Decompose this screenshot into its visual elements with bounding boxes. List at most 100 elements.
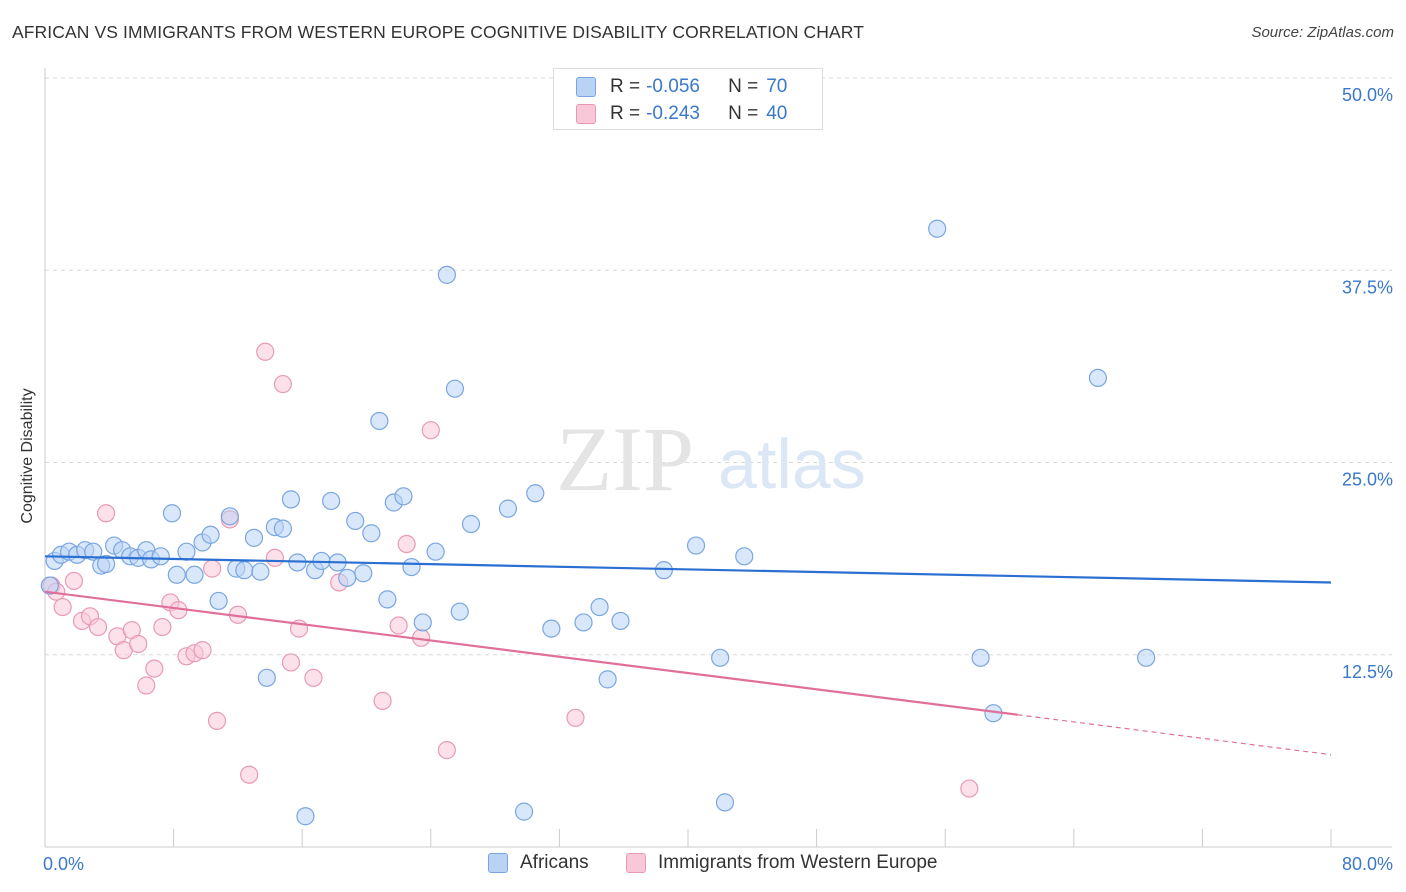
immigrants-point bbox=[153, 617, 172, 637]
africans-point bbox=[244, 528, 264, 547]
africans-point bbox=[928, 219, 947, 238]
africans-point bbox=[370, 411, 389, 431]
immigrants-point bbox=[207, 711, 227, 730]
africans-point bbox=[322, 491, 341, 511]
africans-point bbox=[151, 547, 170, 566]
africans-point bbox=[201, 525, 220, 544]
africans-point bbox=[167, 565, 186, 584]
immigrants-point bbox=[137, 676, 156, 695]
immigrants-point bbox=[145, 659, 164, 678]
watermark-atlas: atlas bbox=[718, 425, 866, 503]
africans-point bbox=[450, 602, 469, 621]
immigrants-point bbox=[53, 597, 72, 617]
immigrants-point bbox=[304, 668, 323, 687]
immigrants-point bbox=[421, 421, 440, 440]
immigrants-r-value: -0.243 bbox=[646, 103, 700, 124]
immigrants-point bbox=[256, 342, 275, 361]
africans-point bbox=[1088, 368, 1108, 388]
africans-legend-swatch bbox=[488, 853, 508, 873]
africans-point bbox=[235, 561, 254, 580]
source-label: Source: ZipAtlas.com bbox=[1251, 24, 1394, 41]
africans-swatch bbox=[576, 77, 596, 97]
immigrants-point bbox=[64, 571, 84, 591]
africans-point bbox=[437, 265, 456, 284]
immigrants-point bbox=[193, 641, 212, 660]
africans-point bbox=[251, 562, 270, 581]
immigrants-point bbox=[96, 504, 116, 523]
axes bbox=[44, 68, 1392, 848]
africans-point bbox=[40, 576, 59, 595]
africans-legend-label: Africans bbox=[520, 852, 589, 873]
immigrants-trend-line bbox=[44, 590, 1018, 716]
y-tick-label: 25.0% bbox=[1342, 470, 1393, 490]
africans-point bbox=[346, 511, 365, 531]
africans-point bbox=[686, 536, 706, 555]
immigrants-point bbox=[566, 708, 585, 727]
africans-points bbox=[40, 219, 1156, 826]
watermark: ZIP atlas bbox=[556, 408, 866, 510]
immigrants-point bbox=[265, 548, 284, 567]
immigrants-point bbox=[960, 779, 979, 798]
immigrants-swatch bbox=[576, 104, 596, 124]
immigrants-trend-extension bbox=[1017, 714, 1332, 756]
africans-point bbox=[185, 565, 204, 584]
africans-point bbox=[354, 564, 373, 583]
africans-point bbox=[611, 611, 630, 631]
africans-point bbox=[574, 613, 593, 632]
africans-point bbox=[590, 597, 609, 617]
immigrants-n-value: 40 bbox=[766, 103, 788, 124]
immigrants-point bbox=[203, 559, 222, 578]
trend-lines bbox=[44, 555, 1332, 756]
immigrants-point bbox=[397, 534, 416, 554]
africans-point bbox=[735, 547, 754, 566]
immigrants-point bbox=[129, 634, 148, 654]
n-label: N = bbox=[728, 103, 759, 124]
africans-n-value: 70 bbox=[766, 76, 788, 97]
africans-point bbox=[461, 514, 481, 534]
africans-point bbox=[654, 561, 673, 580]
africans-point bbox=[378, 590, 397, 609]
legend-item-africans[interactable]: Africans bbox=[488, 852, 589, 874]
africans-point bbox=[209, 591, 228, 611]
africans-point bbox=[711, 648, 730, 667]
africans-point bbox=[445, 379, 465, 398]
africans-point bbox=[971, 648, 990, 667]
africans-point bbox=[296, 807, 315, 826]
series-legend: Africans Immigrants from Western Europe bbox=[0, 852, 1406, 876]
africans-point bbox=[84, 542, 103, 561]
chart-title: AFRICAN VS IMMIGRANTS FROM WESTERN EUROP… bbox=[12, 22, 864, 42]
legend-row-immigrants: R = -0.243 N = 40 bbox=[576, 102, 787, 126]
africans-point bbox=[220, 507, 239, 526]
africans-point bbox=[715, 793, 735, 812]
immigrants-point bbox=[437, 741, 456, 760]
immigrants-legend-swatch bbox=[626, 853, 646, 873]
africans-r-value: -0.056 bbox=[646, 76, 700, 97]
africans-point bbox=[162, 504, 182, 523]
r-label: R = bbox=[610, 76, 641, 97]
africans-point bbox=[257, 668, 276, 687]
africans-point bbox=[362, 524, 381, 543]
africans-point bbox=[1137, 648, 1156, 667]
africans-point bbox=[177, 542, 196, 561]
africans-point bbox=[338, 568, 357, 587]
immigrants-legend-label: Immigrants from Western Europe bbox=[658, 852, 938, 873]
immigrants-point bbox=[373, 691, 392, 710]
watermark-zip: ZIP bbox=[556, 408, 694, 510]
africans-point bbox=[273, 519, 293, 538]
immigrants-point bbox=[389, 616, 408, 635]
africans-point bbox=[281, 490, 301, 509]
n-label: N = bbox=[728, 76, 759, 97]
immigrants-point bbox=[88, 617, 108, 637]
africans-point bbox=[413, 613, 432, 632]
africans-point bbox=[542, 619, 561, 638]
r-label: R = bbox=[610, 103, 641, 124]
legend-row-africans: R = -0.056 N = 70 bbox=[576, 75, 787, 99]
x-tick-label-min: 0.0% bbox=[43, 854, 84, 874]
tick-labels: 12.5% 25.0% 37.5% 50.0% 0.0% 80.0% bbox=[43, 85, 1393, 874]
africans-point bbox=[598, 670, 617, 689]
africans-point bbox=[402, 557, 421, 577]
x-tick-label-max: 80.0% bbox=[1342, 854, 1393, 874]
legend-item-immigrants[interactable]: Immigrants from Western Europe bbox=[626, 852, 937, 874]
immigrants-point bbox=[281, 653, 301, 672]
